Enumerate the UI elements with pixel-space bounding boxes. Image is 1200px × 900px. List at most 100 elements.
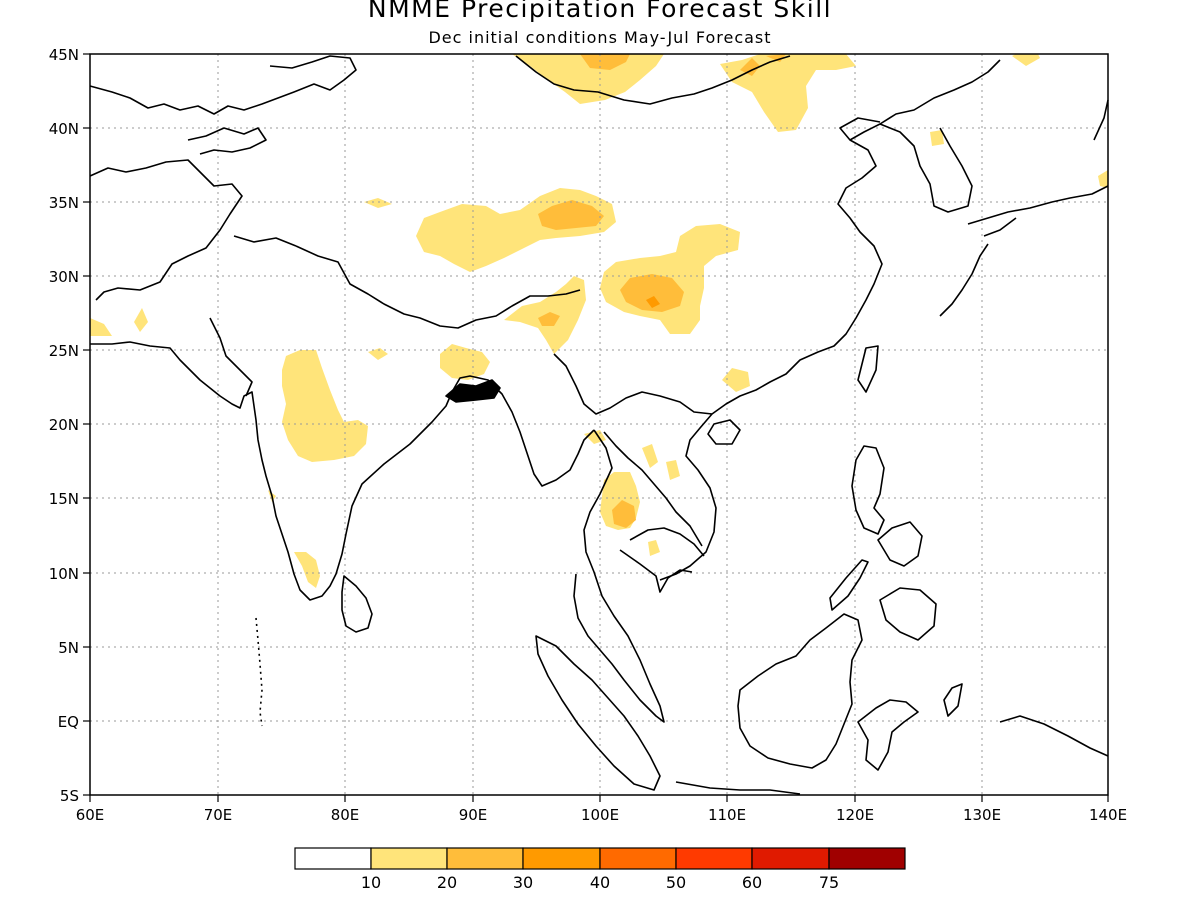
coastline-japan [967,99,1109,237]
skill-region-central-india [282,350,368,462]
border-china-mongolia [515,55,791,105]
skill-region-mongolia-east-core [740,58,760,76]
skill-region-sichuan-core [620,274,684,312]
coastline-taiwan [857,345,879,393]
coastline-maldives [255,617,263,727]
skill-region-japan-dot [1098,170,1108,188]
border-china-korea [849,59,1001,141]
skill-region-pakistan-dot [134,308,148,332]
coastline-new-guinea [999,715,1109,757]
colorbar-level-label: 20 [437,873,457,892]
colorbar-swatch [675,847,753,870]
colorbar-swatch [828,847,906,870]
x-tick-label: 130E [963,806,1001,824]
skill-region-tibet-north [416,188,616,272]
colorbar-swatch [294,847,372,870]
coastline-java [675,781,801,795]
x-axis-labels: 60E 70E 80E 90E 100E 110E 120E 130E 140E [76,806,1127,824]
coastline-sri-lanka [341,575,373,633]
x-tick-label: 80E [331,806,360,824]
skill-region-northeast-edge [1012,54,1040,66]
skill-region-cambodia-dot [648,540,660,556]
skill-region-tibet-dot [364,198,392,208]
coastline-hainan [707,419,741,445]
coastline-borneo [737,613,863,769]
y-tick-label: 20N [49,416,79,434]
skill-region-mongolia-east-a [720,54,856,132]
skill-region-west-margin [90,318,112,336]
coastline-bengal-delta [445,379,501,403]
map-subtitle: Dec initial conditions May-Jul Forecast [428,28,772,47]
x-tick-label: 120E [836,806,874,824]
y-tick-label: EQ [58,713,79,731]
coastline-sulawesi [857,699,919,771]
skill-region-tibet-north-core [538,200,604,230]
colorbar-swatch [751,847,830,870]
skill-region-northwest-mongolia-core [580,54,630,70]
border-central-asia [89,55,357,115]
y-tick-label: 5N [58,639,79,657]
x-tick-label: 60E [76,806,105,824]
skill-region-india-east-dot [368,348,388,360]
colorbar-swatch [370,847,448,870]
skill-region-india-south [294,552,320,588]
map-title: NMME Precipitation Forecast Skill [367,0,833,23]
x-tick-label: 110E [708,806,746,824]
coastline-south-asia [90,341,595,601]
x-tick-label: 90E [459,806,488,824]
y-tick-label: 10N [49,565,79,583]
colorbar: 10 20 30 40 50 60 75 [294,847,906,892]
skill-region-mongolia-east-core-b [766,54,786,62]
coastline-sumatra [535,635,661,791]
map-gridlines [90,54,1108,795]
border-southeast-asia [553,353,713,415]
colorbar-level-label: 30 [513,873,533,892]
colorbar-level-label: 60 [742,873,762,892]
colorbar-level-label: 50 [666,873,686,892]
skill-region-thailand-core [612,500,636,528]
colorbar-level-label: 40 [590,873,610,892]
colorbar-swatch [522,847,601,870]
coastline-visayas [877,521,923,567]
y-tick-label: 45N [49,46,79,64]
coastline-maluku [943,683,963,717]
skill-region-northwest-mongolia [512,54,664,104]
y-tick-label: 40N [49,120,79,138]
colorbar-swatch [446,847,524,870]
axis-tick-marks [83,53,1109,802]
coastline-indochina [573,429,665,723]
coastlines-and-borders [89,55,1109,795]
y-tick-label: 5S [60,787,79,805]
skill-region-sichuan-core-deep [646,296,660,308]
colorbar-level-label: 10 [361,873,381,892]
y-tick-label: 15N [49,490,79,508]
colorbar-level-label: 75 [819,873,839,892]
border-afghanistan-pakistan [89,159,243,301]
y-tick-label: 30N [49,268,79,286]
skill-region-korea-dot [930,130,944,146]
x-tick-label: 70E [204,806,233,824]
border-himalaya [295,245,581,329]
skill-region-assam-core [538,312,560,326]
coastline-vietnam [659,117,883,581]
skill-region-bangladesh [440,344,490,380]
coastline-kyushu [939,243,989,317]
skill-region-vietnam-dot [666,460,680,480]
y-tick-label: 25N [49,342,79,360]
skill-shading [90,54,1108,588]
colorbar-swatch [599,847,677,870]
y-tick-label: 35N [49,194,79,212]
y-axis-labels: 45N 40N 35N 30N 25N 20N 15N 10N 5N EQ 5S [49,46,79,805]
x-tick-label: 100E [581,806,619,824]
border-tajik [187,127,267,155]
coastline-luzon [851,445,885,535]
border-laos-thailand [603,431,703,547]
coastline-korea [879,123,973,213]
coastline-gulf-of-thailand [619,549,693,593]
x-tick-label: 140E [1089,806,1127,824]
border-india-interior [209,235,297,397]
skill-region-yunnan-east-dot [722,368,750,392]
coastline-palawan [829,559,869,611]
border-cambodia [629,527,705,557]
